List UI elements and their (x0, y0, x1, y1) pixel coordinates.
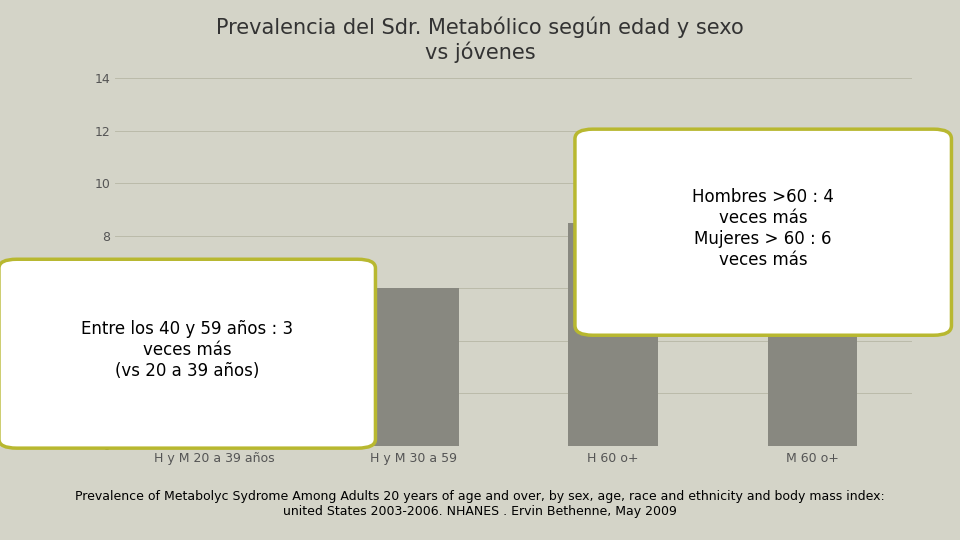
Text: Entre los 40 y 59 años : 3
veces más
(vs 20 a 39 años): Entre los 40 y 59 años : 3 veces más (vs… (82, 320, 293, 380)
Text: Prevalencia del Sdr. Metabólico según edad y sexo
vs jóvenes: Prevalencia del Sdr. Metabólico según ed… (216, 16, 744, 63)
Bar (768, 131, 857, 446)
Text: Hombres >60 : 4
veces más
Mujeres > 60 : 6
veces más: Hombres >60 : 4 veces más Mujeres > 60 :… (692, 188, 834, 268)
FancyBboxPatch shape (575, 129, 951, 335)
Bar (370, 288, 459, 446)
Bar (568, 222, 658, 446)
Bar (170, 393, 259, 446)
Text: Prevalence of Metabolyc Sydrome Among Adults 20 years of age and over, by sex, a: Prevalence of Metabolyc Sydrome Among Ad… (75, 490, 885, 517)
FancyBboxPatch shape (0, 259, 375, 448)
